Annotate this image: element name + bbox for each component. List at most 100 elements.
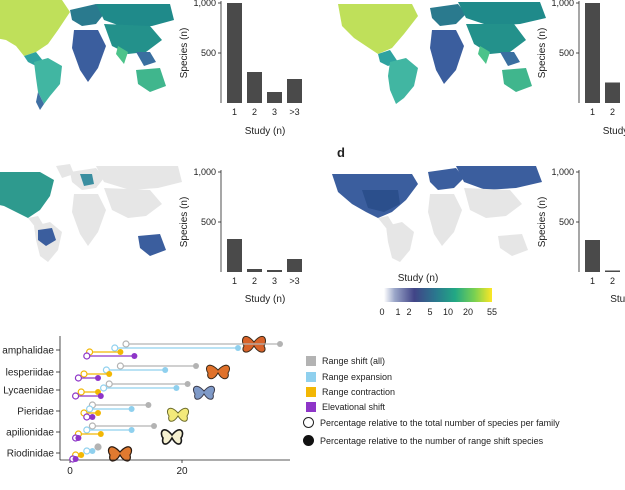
x-tick-label: 1 — [590, 276, 595, 286]
family-label: Riodinidae — [7, 449, 55, 460]
point-percent-total — [74, 374, 83, 382]
point-percent-shift — [106, 371, 113, 377]
bar — [287, 259, 302, 272]
point-percent-shift — [95, 444, 101, 450]
bar — [585, 3, 600, 103]
bar — [605, 82, 620, 103]
point-percent-total — [105, 380, 113, 388]
x-axis-label: Study (n) — [603, 126, 625, 137]
y-tick-label: 1,000 — [193, 167, 216, 177]
point-percent-shift — [78, 452, 85, 458]
x-tick-label: 2 — [610, 276, 615, 286]
legend-item-percent-total: Percentage relative to the total number … — [303, 417, 560, 428]
y-axis-label: Species (n) — [537, 28, 548, 79]
colorbar-tick-label: 0 — [379, 307, 384, 317]
map-asia — [464, 188, 522, 218]
colorbar-tick-label: 10 — [443, 307, 453, 317]
map-europe — [428, 168, 464, 190]
family-label: Lycaenidae — [3, 386, 54, 397]
map-africa — [428, 194, 462, 246]
butterfly-icon-riodinidae — [107, 446, 133, 462]
y-tick-label: 500 — [201, 48, 216, 58]
map-south-america — [34, 58, 62, 104]
x-tick-label: 20 — [176, 466, 188, 477]
point-percent-total — [83, 413, 91, 421]
legend-item-range-expansion: Range expansion — [306, 372, 392, 382]
point-percent-shift — [151, 423, 157, 429]
point-percent-shift — [162, 367, 169, 373]
x-axis-label: Study (n) — [245, 294, 286, 305]
legend-label: Percentage relative to the total number … — [320, 417, 560, 428]
point-percent-shift — [184, 381, 191, 387]
family-label: Pieridae — [17, 407, 54, 418]
legend-item-range-shift-all: Range shift (all) — [306, 356, 385, 366]
point-percent-shift — [89, 448, 96, 454]
map-north-america — [0, 172, 54, 218]
butterfly-icon-hesperiidae — [205, 364, 231, 380]
x-tick-label: 1 — [232, 107, 237, 117]
histogram-top-right: 1,000 500 Species (n) 1 2 Study (n) — [537, 0, 625, 137]
choropleth-map-middle-left — [0, 164, 182, 262]
colorbar-tick-label: 20 — [463, 307, 473, 317]
map-europe-data — [80, 174, 94, 186]
bar — [287, 79, 302, 103]
point-percent-shift — [173, 385, 180, 391]
point-percent-shift — [128, 406, 135, 412]
map-europe — [430, 4, 466, 26]
point-percent-shift — [72, 456, 79, 462]
bar — [267, 92, 282, 103]
x-tick-label: 3 — [272, 276, 277, 286]
point-percent-total — [85, 405, 94, 413]
legend-swatch-range-contraction — [306, 387, 316, 397]
legend-label: Range expansion — [322, 372, 393, 382]
point-percent-shift — [145, 402, 152, 408]
map-southeast-asia — [500, 52, 520, 66]
map-russia — [96, 166, 182, 190]
point-percent-shift — [193, 363, 199, 369]
map-russia — [96, 4, 174, 28]
x-tick-label: 3 — [272, 107, 277, 117]
bar — [227, 239, 242, 272]
map-brazil — [38, 228, 56, 246]
choropleth-map-top-left — [0, 0, 174, 110]
colorbar-tick-label: 2 — [406, 307, 411, 317]
map-usa — [362, 190, 400, 212]
y-tick-label: 500 — [559, 217, 574, 227]
histogram-panel-d: 1,000 500 Species (n) 1 2 Study — [537, 167, 625, 305]
choropleth-map-panel-d — [332, 166, 542, 262]
map-asia — [104, 24, 162, 54]
legend-label: Percentage relative to the number of ran… — [320, 435, 544, 446]
point-percent-shift — [95, 375, 101, 381]
legend-filled-circle-icon — [303, 435, 314, 446]
bar — [227, 3, 242, 103]
family-label: lesperiidae — [6, 368, 55, 379]
legend-swatch-range-shift-all — [306, 356, 316, 366]
x-tick-label: 2 — [252, 276, 257, 286]
map-india — [116, 46, 128, 64]
butterfly-icon-lycaenidae — [192, 385, 216, 400]
point-percent-total — [77, 388, 85, 396]
x-tick-label: >3 — [289, 276, 299, 286]
map-europe — [70, 4, 104, 26]
family-dumbbell-chart: 0 20 amphalidae lesperiidae Lycaenidae Pierid… — [2, 335, 290, 477]
legend-swatch-elevational-shift — [306, 402, 316, 412]
colorbar-title: Study (n) — [398, 273, 439, 284]
butterfly-icon-papilionidae — [160, 429, 184, 445]
legend-label: Range contraction — [322, 387, 396, 397]
map-africa — [72, 30, 106, 82]
legend-open-circle-icon — [303, 417, 314, 428]
colorbar-tick-label: 55 — [487, 307, 497, 317]
x-axis-label: Study (n) — [245, 126, 286, 137]
map-russia — [458, 2, 546, 26]
y-tick-label: 500 — [201, 217, 216, 227]
x-axis-label: Study — [610, 294, 625, 305]
point-percent-shift — [235, 345, 241, 351]
y-tick-label: 1,000 — [193, 0, 216, 8]
family-label: apilionidae — [6, 428, 54, 439]
butterfly-icon-pieridae — [166, 407, 190, 422]
x-tick-label: >3 — [289, 107, 299, 117]
legend-label: Range shift (all) — [322, 356, 386, 366]
point-percent-total — [99, 384, 108, 392]
point-percent-total — [71, 392, 80, 400]
